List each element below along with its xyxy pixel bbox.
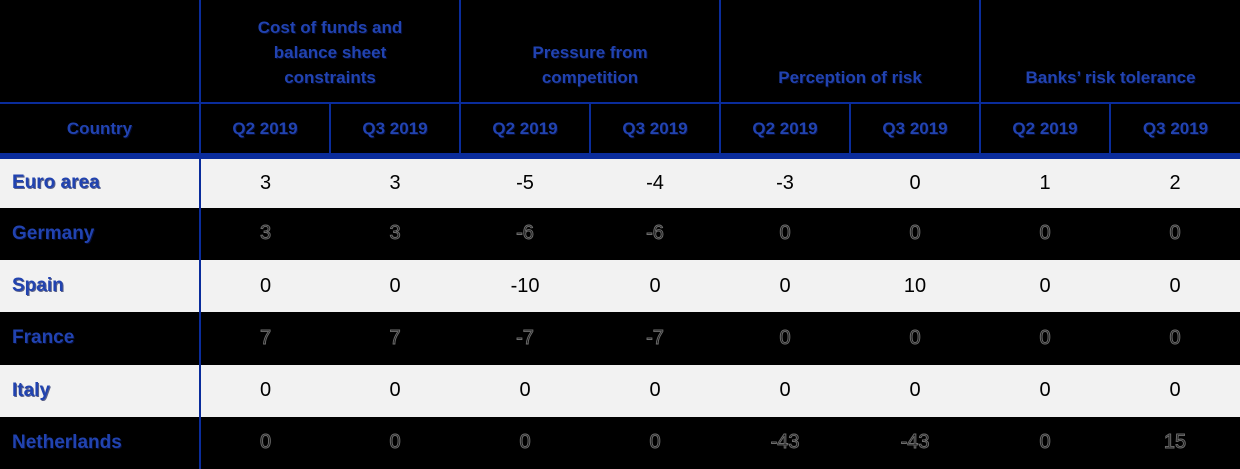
value-cell: 3 xyxy=(330,155,461,208)
value-cell: 0 xyxy=(720,260,851,313)
value-cell: 0 xyxy=(1110,260,1240,313)
value-cell: 0 xyxy=(850,364,981,417)
value-cell: 0 xyxy=(980,416,1111,469)
quarter-header: Q3 2019 xyxy=(850,103,982,159)
group-header-risk-tolerance: Banks’ risk tolerance xyxy=(980,0,1240,105)
value-cell: 0 xyxy=(460,364,591,417)
value-cell: 0 xyxy=(980,260,1111,313)
value-cell: 0 xyxy=(980,312,1111,365)
country-cell: Germany xyxy=(0,207,201,261)
value-cell: 0 xyxy=(1110,364,1240,417)
table-row-spain: Spain 0 0 -10 0 0 10 0 0 xyxy=(0,260,1240,313)
value-cell: -7 xyxy=(460,312,591,365)
value-cell: 0 xyxy=(850,207,981,261)
quarter-header: Q2 2019 xyxy=(460,103,592,159)
value-cell: 0 xyxy=(330,416,461,469)
country-cell: Euro area xyxy=(0,155,201,208)
value-cell: 7 xyxy=(330,312,461,365)
quarter-header: Q3 2019 xyxy=(1110,103,1240,159)
value-cell: 0 xyxy=(850,312,981,365)
country-cell: France xyxy=(0,312,201,365)
value-cell: 0 xyxy=(850,155,981,208)
value-cell: 0 xyxy=(980,364,1111,417)
value-cell: 0 xyxy=(1110,312,1240,365)
column-header-row: Country Q2 2019 Q3 2019 Q2 2019 Q3 2019 … xyxy=(0,103,1240,159)
value-cell: 0 xyxy=(200,364,330,417)
value-cell: 0 xyxy=(460,416,591,469)
table-row-italy: Italy 0 0 0 0 0 0 0 0 xyxy=(0,364,1240,417)
value-cell: -4 xyxy=(590,155,721,208)
quarter-header: Q2 2019 xyxy=(200,103,331,159)
value-cell: 0 xyxy=(200,260,330,313)
value-cell: 10 xyxy=(850,260,981,313)
value-cell: 0 xyxy=(720,312,851,365)
value-cell: -6 xyxy=(460,207,591,261)
value-cell: 3 xyxy=(200,207,330,261)
table-row-euro-area: Euro area 3 3 -5 -4 -3 0 1 2 xyxy=(0,155,1240,208)
value-cell: -7 xyxy=(590,312,721,365)
value-cell: -3 xyxy=(720,155,851,208)
value-cell: 3 xyxy=(200,155,330,208)
value-cell: -43 xyxy=(720,416,851,469)
group-header-row: Cost of funds and balance sheet constrai… xyxy=(0,0,1240,105)
value-cell: -5 xyxy=(460,155,591,208)
value-cell: 0 xyxy=(980,207,1111,261)
value-cell: 3 xyxy=(330,207,461,261)
quarter-header: Q2 2019 xyxy=(980,103,1112,159)
value-cell: 0 xyxy=(330,260,461,313)
value-cell: 0 xyxy=(1110,207,1240,261)
group-header-competition: Pressure from competition xyxy=(460,0,722,105)
group-header-cost-of-funds: Cost of funds and balance sheet constrai… xyxy=(200,0,462,105)
value-cell: -10 xyxy=(460,260,591,313)
country-cell: Italy xyxy=(0,364,201,417)
value-cell: -6 xyxy=(590,207,721,261)
value-cell: 0 xyxy=(200,416,330,469)
value-cell: 0 xyxy=(720,207,851,261)
value-cell: 0 xyxy=(590,364,721,417)
country-column-header: Country xyxy=(0,103,201,159)
corner-cell xyxy=(0,0,201,105)
value-cell: -43 xyxy=(850,416,981,469)
quarter-header: Q2 2019 xyxy=(720,103,852,159)
quarter-header: Q3 2019 xyxy=(590,103,722,159)
value-cell: 15 xyxy=(1110,416,1240,469)
value-cell: 1 xyxy=(980,155,1111,208)
value-cell: 7 xyxy=(200,312,330,365)
value-cell: 0 xyxy=(330,364,461,417)
value-cell: 0 xyxy=(590,260,721,313)
table-row-netherlands: Netherlands 0 0 0 0 -43 -43 0 15 xyxy=(0,416,1240,469)
value-cell: 2 xyxy=(1110,155,1240,208)
value-cell: 0 xyxy=(590,416,721,469)
country-cell: Netherlands xyxy=(0,416,201,469)
group-header-risk-perception: Perception of risk xyxy=(720,0,982,105)
value-cell: 0 xyxy=(720,364,851,417)
country-cell: Spain xyxy=(0,260,201,313)
table-row-france: France 7 7 -7 -7 0 0 0 0 xyxy=(0,312,1240,365)
table-row-germany: Germany 3 3 -6 -6 0 0 0 0 xyxy=(0,207,1240,261)
quarter-header: Q3 2019 xyxy=(330,103,462,159)
